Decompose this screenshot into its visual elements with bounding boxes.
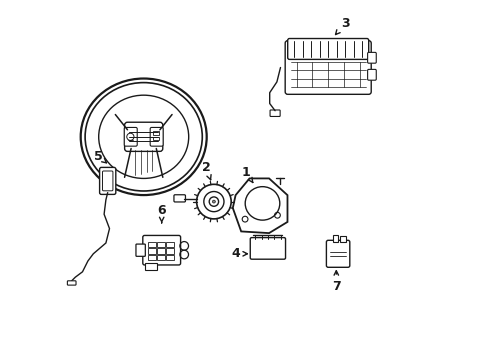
Bar xyxy=(157,242,164,247)
FancyBboxPatch shape xyxy=(100,167,116,194)
FancyBboxPatch shape xyxy=(67,281,76,285)
Bar xyxy=(153,137,159,140)
Text: 4: 4 xyxy=(231,247,247,260)
Polygon shape xyxy=(232,179,287,233)
FancyBboxPatch shape xyxy=(136,244,145,256)
Bar xyxy=(166,255,173,260)
FancyBboxPatch shape xyxy=(250,238,285,259)
Bar xyxy=(166,242,173,247)
Text: 6: 6 xyxy=(157,204,165,223)
Bar xyxy=(153,131,159,135)
FancyBboxPatch shape xyxy=(269,110,280,117)
Bar xyxy=(157,248,164,253)
Bar xyxy=(166,248,173,253)
Bar xyxy=(339,236,345,242)
Bar xyxy=(148,248,156,253)
FancyBboxPatch shape xyxy=(285,41,370,94)
Text: 7: 7 xyxy=(331,271,340,293)
Text: 2: 2 xyxy=(201,161,211,180)
Circle shape xyxy=(212,200,215,203)
FancyBboxPatch shape xyxy=(367,69,375,80)
Bar xyxy=(332,235,338,242)
Text: 5: 5 xyxy=(94,150,106,163)
FancyBboxPatch shape xyxy=(142,235,180,265)
Bar xyxy=(148,242,156,247)
FancyBboxPatch shape xyxy=(174,195,185,202)
Bar xyxy=(148,255,156,260)
Bar xyxy=(157,255,164,260)
Text: 1: 1 xyxy=(242,166,252,183)
FancyBboxPatch shape xyxy=(325,240,349,267)
FancyBboxPatch shape xyxy=(124,122,163,151)
FancyBboxPatch shape xyxy=(367,52,375,63)
FancyBboxPatch shape xyxy=(124,127,137,146)
FancyBboxPatch shape xyxy=(102,171,113,191)
FancyBboxPatch shape xyxy=(150,127,163,146)
Bar xyxy=(144,263,156,270)
Text: 3: 3 xyxy=(335,17,349,35)
FancyBboxPatch shape xyxy=(287,39,368,59)
